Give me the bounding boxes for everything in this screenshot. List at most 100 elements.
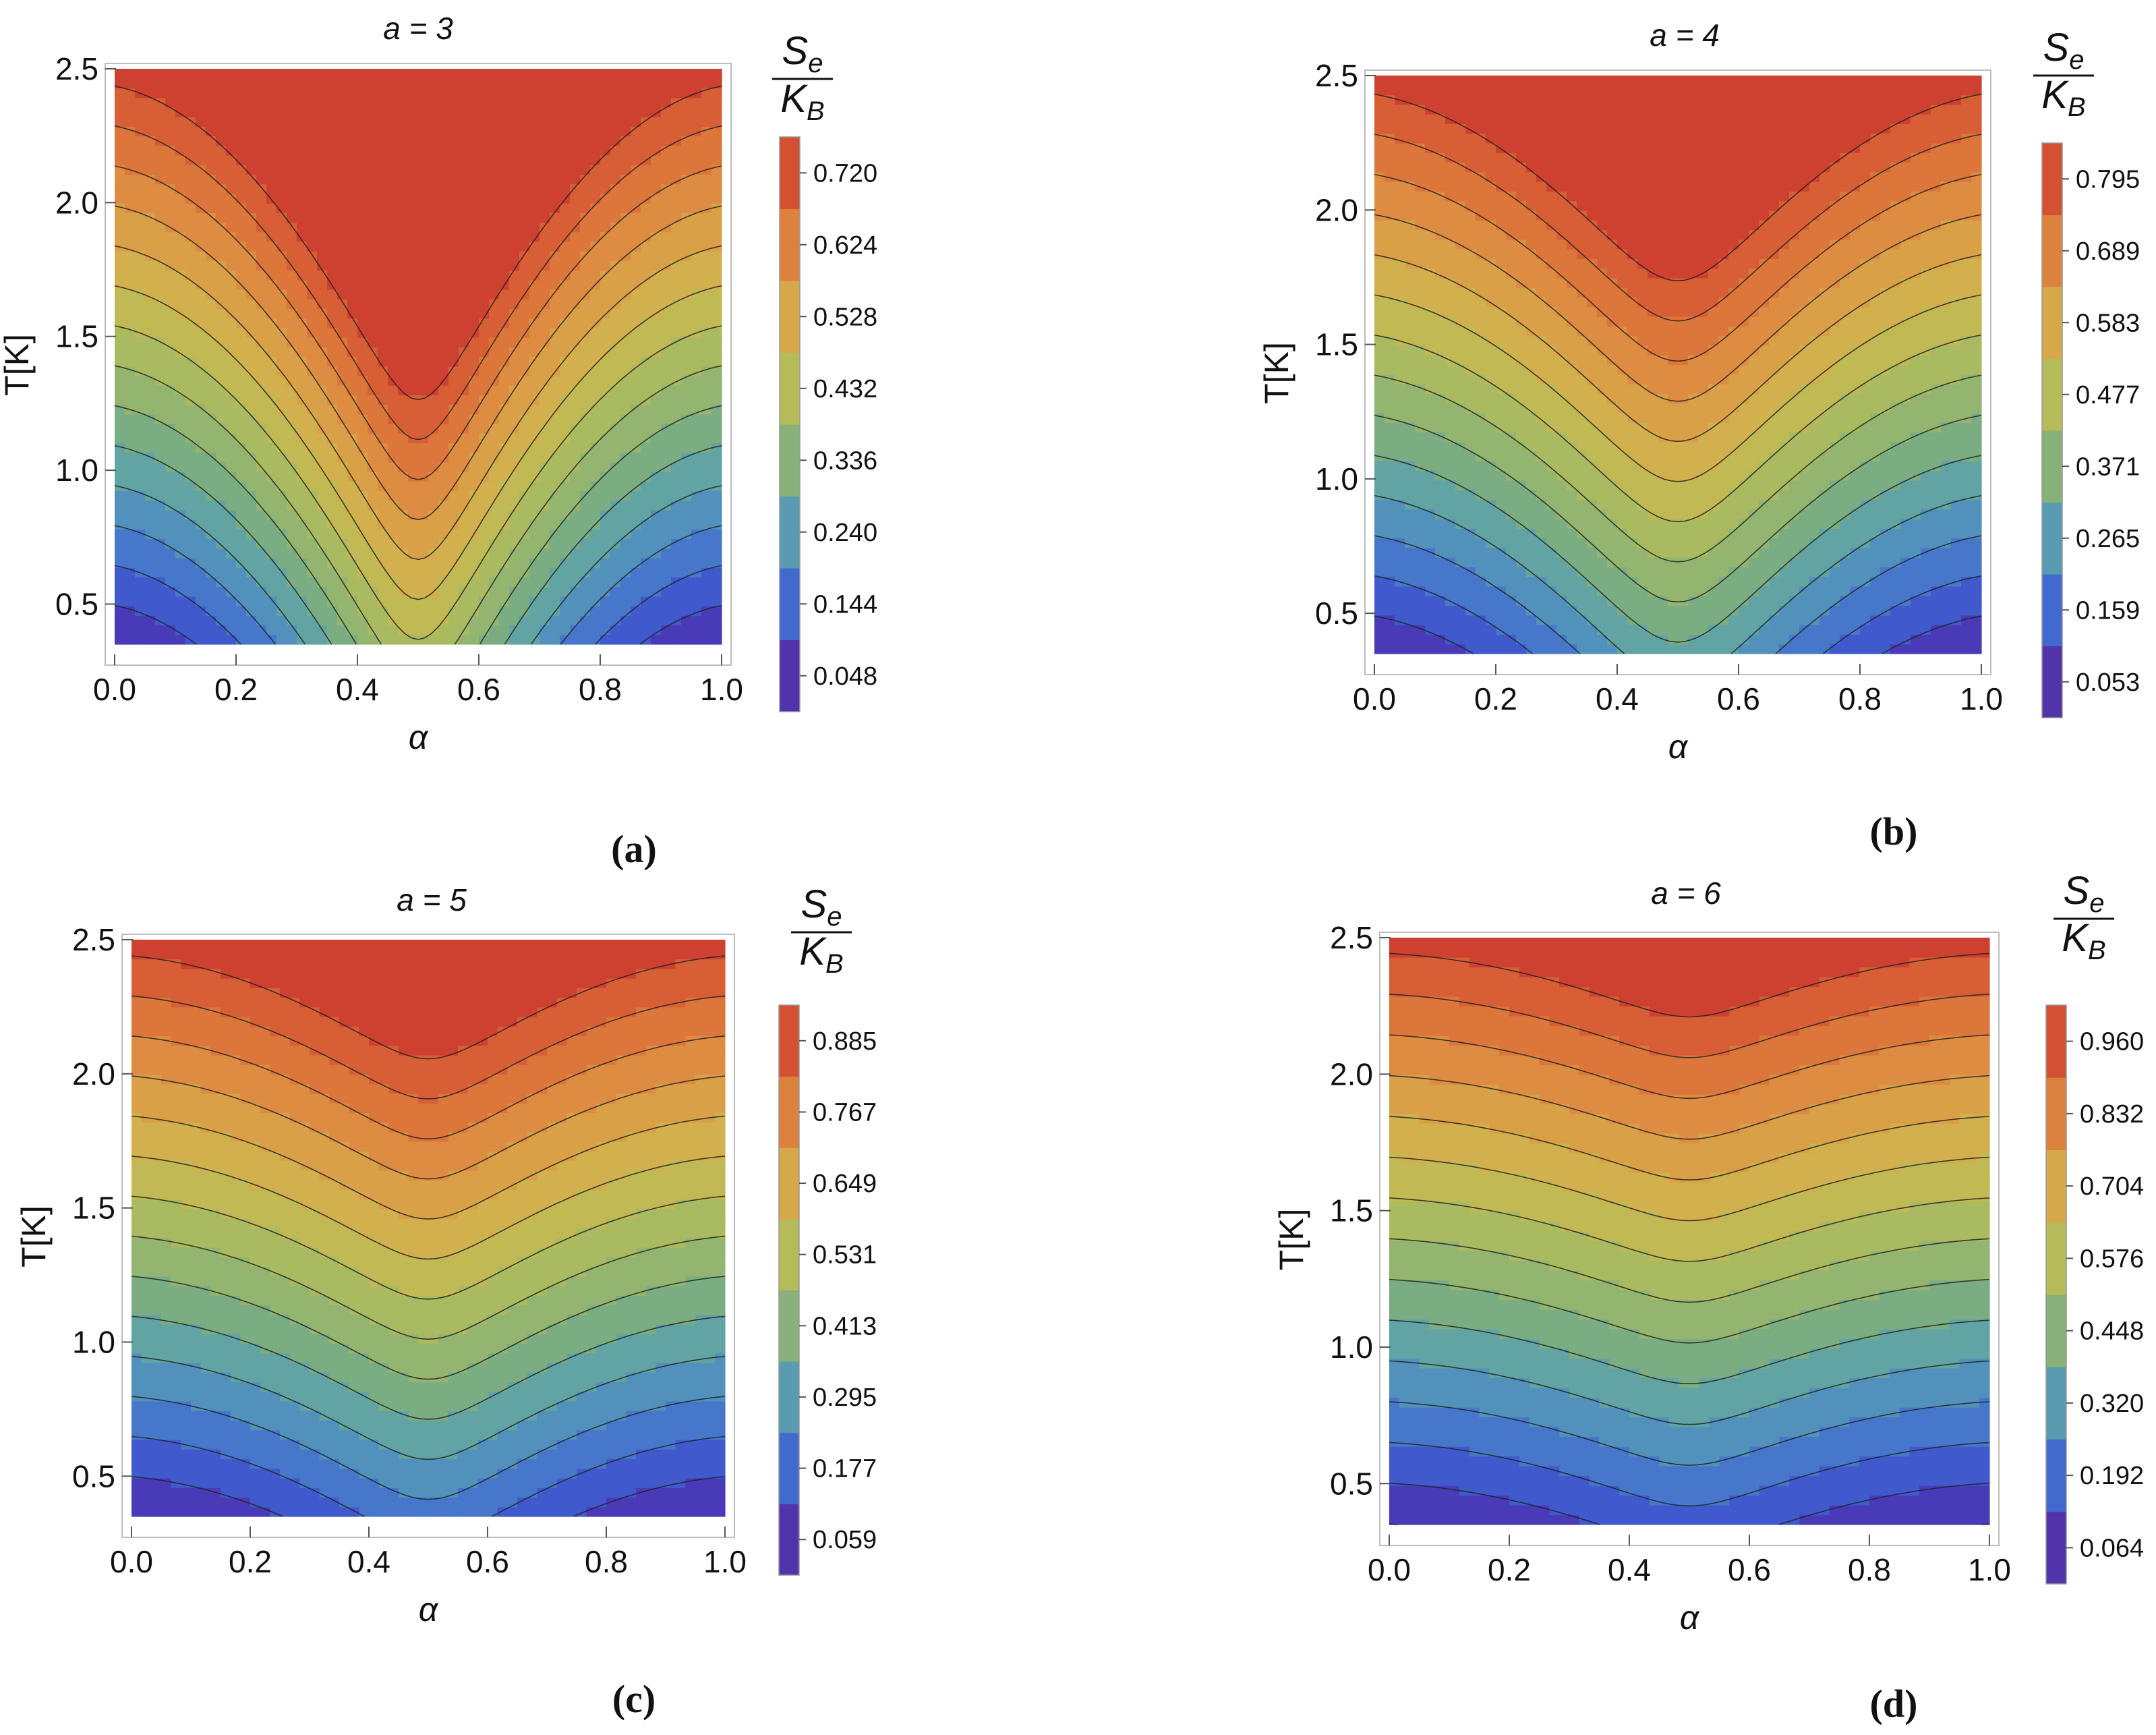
contour-cell bbox=[276, 375, 287, 386]
contour-cell bbox=[1385, 76, 1395, 86]
contour-cell bbox=[155, 117, 166, 127]
contour-cell bbox=[206, 318, 216, 329]
contour-cell bbox=[236, 251, 247, 261]
contour-cell bbox=[246, 433, 257, 444]
contour-cell bbox=[196, 231, 206, 242]
contour-cell bbox=[600, 490, 611, 501]
contour-cell bbox=[1567, 152, 1577, 163]
contour-cell bbox=[1425, 335, 1436, 346]
contour-cell bbox=[620, 472, 631, 482]
contour-cell bbox=[1546, 451, 1557, 461]
contour-cell bbox=[175, 251, 186, 261]
contour-cell bbox=[145, 519, 156, 530]
contour-cell bbox=[196, 183, 206, 194]
contour-cell bbox=[540, 625, 550, 635]
contour-cell bbox=[681, 395, 692, 405]
contour-cell bbox=[297, 366, 308, 376]
contour-cell bbox=[1425, 451, 1436, 461]
contour-cell bbox=[479, 165, 490, 175]
contour-cell bbox=[347, 385, 358, 395]
contour-cell bbox=[216, 404, 227, 415]
contour-cell bbox=[701, 615, 712, 626]
contour-cell bbox=[297, 509, 308, 520]
contour-cell bbox=[388, 69, 399, 79]
contour-cell bbox=[438, 356, 449, 367]
contour-cell bbox=[590, 193, 601, 204]
contour-cell bbox=[661, 481, 672, 492]
contour-cell bbox=[590, 117, 601, 127]
contour-cell bbox=[529, 136, 540, 146]
contour-cell bbox=[499, 548, 510, 559]
contour-cell bbox=[1425, 171, 1436, 182]
contour-cell bbox=[631, 212, 641, 223]
contour-cell bbox=[357, 136, 368, 146]
contour-cell bbox=[1405, 104, 1416, 115]
contour-cell bbox=[550, 318, 560, 329]
contour-cell bbox=[489, 203, 500, 213]
contour-cell bbox=[631, 356, 641, 367]
contour-cell bbox=[1526, 499, 1537, 510]
contour-cell bbox=[1425, 403, 1436, 414]
contour-cell bbox=[276, 107, 287, 117]
contour-cell bbox=[580, 347, 591, 358]
contour-cell bbox=[175, 347, 186, 358]
contour-cell bbox=[246, 289, 257, 300]
contour-cell bbox=[266, 299, 277, 310]
contour-cell bbox=[590, 385, 601, 395]
contour-cell bbox=[1395, 345, 1405, 355]
contour-cell bbox=[681, 538, 692, 549]
contour-cell bbox=[641, 538, 651, 549]
contour-cell bbox=[1405, 191, 1416, 202]
contour-cell bbox=[368, 519, 378, 530]
contour-cell bbox=[378, 260, 388, 271]
contour-cell bbox=[1546, 326, 1557, 337]
contour-cell bbox=[1455, 509, 1466, 519]
contour-cell bbox=[216, 443, 227, 453]
contour-cell bbox=[1435, 355, 1446, 366]
contour-cell bbox=[1405, 625, 1416, 635]
contour-cell bbox=[327, 625, 338, 635]
contour-cell bbox=[276, 558, 287, 568]
contour-cell bbox=[216, 69, 227, 79]
contour-cell bbox=[1516, 499, 1527, 510]
contour-cell bbox=[206, 97, 216, 108]
contour-cell bbox=[115, 260, 125, 271]
contour-cell bbox=[145, 567, 156, 578]
contour-cell bbox=[1476, 277, 1486, 288]
contour-cell bbox=[1546, 470, 1557, 481]
contour-cell bbox=[1415, 490, 1426, 501]
contour-cell bbox=[459, 299, 469, 310]
contour-cell bbox=[651, 615, 662, 626]
contour-cell bbox=[519, 241, 530, 252]
contour-cell bbox=[165, 385, 176, 395]
contour-cell bbox=[479, 327, 490, 338]
contour-cell bbox=[256, 395, 267, 405]
contour-cell bbox=[1526, 142, 1537, 153]
contour-cell bbox=[1546, 374, 1557, 385]
contour-cell bbox=[307, 385, 318, 395]
contour-cell bbox=[256, 509, 267, 520]
contour-cell bbox=[1577, 306, 1587, 317]
contour-cell bbox=[651, 404, 662, 415]
contour-cell bbox=[216, 509, 227, 520]
contour-cell bbox=[1445, 210, 1456, 221]
contour-cell bbox=[398, 538, 409, 549]
contour-cell bbox=[661, 231, 672, 242]
contour-cell bbox=[681, 154, 692, 165]
contour-cell bbox=[1577, 403, 1587, 414]
contour-cell bbox=[145, 461, 156, 472]
plot-frame bbox=[105, 63, 732, 666]
contour-cell bbox=[307, 88, 318, 98]
contour-cell bbox=[165, 414, 176, 424]
contour-cell bbox=[570, 97, 581, 108]
contour-cell bbox=[327, 519, 338, 530]
contour-cell bbox=[1587, 644, 1598, 654]
contour-cell bbox=[1415, 634, 1426, 645]
contour-cell bbox=[671, 433, 682, 444]
contour-cell bbox=[570, 385, 581, 395]
contour-cell bbox=[1425, 412, 1436, 423]
y-tick-label: 2.0 bbox=[55, 185, 98, 220]
contour-cell bbox=[651, 529, 662, 540]
contour-cell bbox=[681, 519, 692, 530]
contour-cell bbox=[701, 634, 712, 645]
